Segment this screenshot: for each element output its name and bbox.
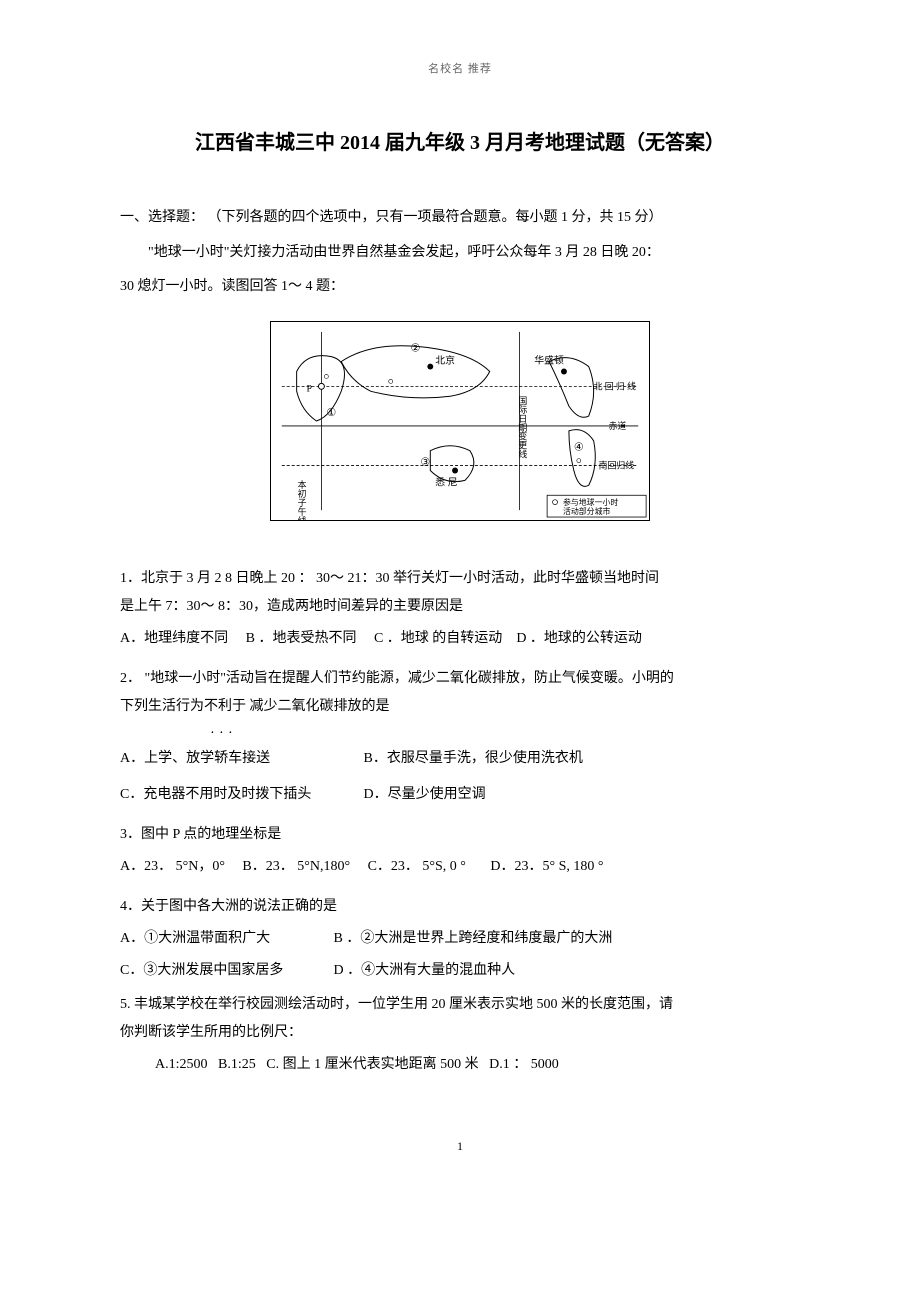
header-text: 名校名 推荐	[428, 63, 492, 75]
tropic-cancer-label: 北 回 归 线	[594, 381, 636, 392]
header-decoration: 名校名 推荐	[120, 60, 800, 76]
point-p-marker	[318, 384, 324, 390]
washington-label: 华盛顿	[534, 354, 564, 367]
q3-optC: C．23． 5°S, 0 °	[368, 859, 466, 874]
region-1-label: ①	[326, 407, 336, 419]
sydney-marker	[452, 468, 458, 474]
world-map: ① ② ③ ④ 北京 华盛顿 悉 尼 P 北 回 归 线 赤道 南回归线 国际日…	[270, 321, 650, 521]
map-svg: ① ② ③ ④ 北京 华盛顿 悉 尼 P 北 回 归 线 赤道 南回归线 国际日…	[271, 322, 649, 520]
tropic-capricorn-label: 南回归线	[599, 460, 635, 471]
q2-optB: B．衣服尽量手洗，很少使用洗衣机	[364, 751, 583, 766]
equator-label: 赤道	[609, 420, 627, 431]
q2-optC: C．充电器不用时及时拨下插头	[120, 781, 360, 809]
q1-text2: 是上午 7：30～ 8：30，造成两地时间差异的主要原因是	[120, 593, 800, 621]
q1-optA: A．地理纬度不同	[120, 631, 228, 646]
q5-text2: 你判断该学生所用的比例尺：	[120, 1019, 800, 1047]
intro-line-2: 30 熄灯一小时。读图回答 1～ 4 题：	[120, 273, 800, 301]
dateline-label: 国际日期变更线	[517, 396, 527, 459]
washington-marker	[561, 369, 567, 375]
continent-australia	[430, 446, 474, 482]
q5-options: A.1:2500 B.1:25 C. 图上 1 厘米代表实地距离 500 米 D…	[120, 1051, 800, 1079]
q1-optB: B ．地表受热不同	[246, 631, 357, 646]
sydney-label: 悉 尼	[435, 477, 457, 489]
city-dot	[324, 375, 328, 379]
q4-options: A．①大洲温带面积广大 B ．②大洲是世界上跨经度和纬度最广的大洲 C．③大洲发…	[120, 925, 800, 985]
intro-line-1: "地球一小时"关灯接力活动由世界自然基金会发起，呼吁公众每年 3 月 28 日晚…	[120, 240, 800, 265]
question-4: 4．关于图中各大洲的说法正确的是	[120, 893, 800, 921]
q5-optC: C. 图上 1 厘米代表实地距离 500 米	[266, 1057, 478, 1072]
q4-optA: A．①大洲温带面积广大	[120, 925, 330, 953]
continent-north-america	[549, 358, 594, 418]
q1-optC: C ．地球 的自转运动	[374, 631, 502, 646]
document-title: 江西省丰城三中 2014 届九年级 3 月月考地理试题（无答案）	[120, 126, 800, 155]
q1-options: A．地理纬度不同 B ．地表受热不同 C ．地球 的自转运动 D ．地球的公转运…	[120, 625, 800, 653]
q3-optB: B．23． 5°N,180°	[242, 859, 350, 874]
q4-text: 4．关于图中各大洲的说法正确的是	[120, 893, 800, 921]
q1-text: 1．北京于 3 月 2 8 日晚上 20 ： 30～ 21：30 举行关灯一小时…	[120, 565, 800, 593]
q2-text: 2． "地球一小时"活动旨在提醒人们节约能源，减少二氧化碳排放，防止气候变暖。小…	[120, 665, 800, 693]
q3-text: 3．图中 P 点的地理坐标是	[120, 821, 800, 849]
q2-text2: 下列生活行为不利于 减少二氧化碳排放的是	[120, 693, 800, 721]
city-dot	[577, 459, 581, 463]
region-2-label: ②	[411, 343, 421, 355]
q5-text: 5. 丰城某学校在举行校园测绘活动时，一位学生用 20 厘米表示实地 500 米…	[120, 991, 800, 1019]
q4-optD: D ．④大洲有大量的混血种人	[334, 963, 516, 978]
q1-optD: D ．地球的公转运动	[516, 631, 642, 646]
q3-optD: D．23．5° S, 180 °	[490, 859, 603, 874]
question-2: 2． "地球一小时"活动旨在提醒人们节约能源，减少二氧化碳排放，防止气候变暖。小…	[120, 665, 800, 741]
question-5: 5. 丰城某学校在举行校园测绘活动时，一位学生用 20 厘米表示实地 500 米…	[120, 991, 800, 1047]
city-dot	[389, 380, 393, 384]
q2-dots: ．．．	[120, 721, 800, 741]
page-container: 名校名 推荐 江西省丰城三中 2014 届九年级 3 月月考地理试题（无答案） …	[0, 0, 920, 1194]
continent-south-america	[569, 430, 595, 487]
legend-text-2: 活动部分城市	[563, 506, 611, 516]
q5-optA: A.1:2500	[155, 1057, 208, 1072]
q2-options: A．上学、放学轿车接送 B．衣服尽量手洗，很少使用洗衣机 C．充电器不用时及时拨…	[120, 745, 800, 809]
question-1: 1．北京于 3 月 2 8 日晚上 20 ： 30～ 21：30 举行关灯一小时…	[120, 565, 800, 621]
region-4-label: ④	[574, 442, 584, 454]
q4-optB: B ．②大洲是世界上跨经度和纬度最广的大洲	[334, 931, 613, 946]
q5-optD: D.1 ： 5000	[489, 1057, 559, 1072]
beijing-marker	[427, 364, 433, 370]
page-number: 1	[120, 1139, 800, 1154]
legend-marker	[553, 500, 558, 505]
section-1-heading: 一、选择题： （下列各题的四个选项中，只有一项最符合题意。每小题 1 分，共 1…	[120, 205, 800, 230]
q5-optB: B.1:25	[218, 1057, 256, 1072]
q3-options: A．23． 5°N，0° B．23． 5°N,180° C．23． 5°S, 0…	[120, 853, 800, 881]
map-figure: ① ② ③ ④ 北京 华盛顿 悉 尼 P 北 回 归 线 赤道 南回归线 国际日…	[120, 321, 800, 525]
beijing-label: 北京	[435, 354, 455, 367]
question-3: 3．图中 P 点的地理坐标是	[120, 821, 800, 849]
legend-text-1: 参与地球一小时	[563, 498, 618, 508]
prime-meridian-label: 本初子午线	[297, 480, 307, 521]
region-3-label: ③	[420, 457, 430, 469]
q2-optA: A．上学、放学轿车接送	[120, 745, 360, 773]
q2-optD: D．尽量少使用空调	[364, 787, 486, 802]
point-p-label: P	[307, 384, 313, 395]
q3-optA: A．23． 5°N，0°	[120, 859, 225, 874]
q4-optC: C．③大洲发展中国家居多	[120, 957, 330, 985]
